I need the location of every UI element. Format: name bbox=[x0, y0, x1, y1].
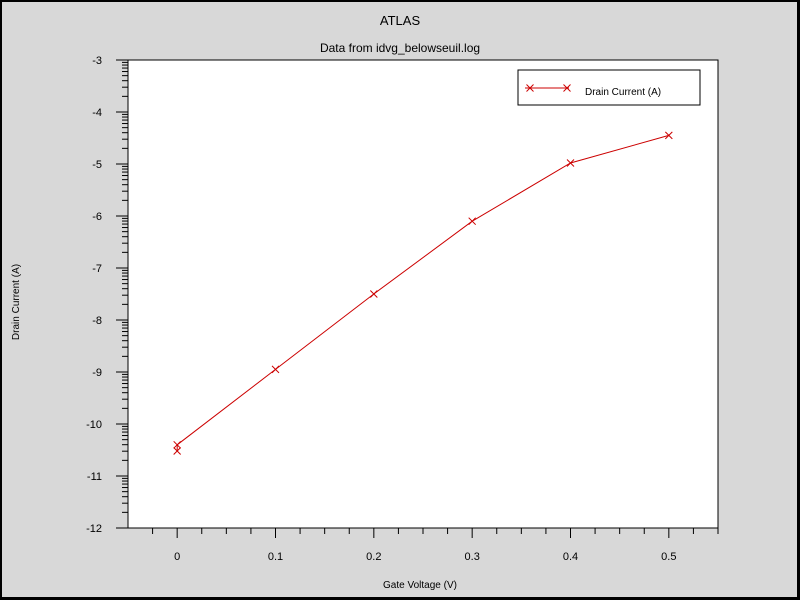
y-tick-label: -3 bbox=[92, 55, 102, 67]
data-point-stroke bbox=[173, 440, 182, 449]
data-point bbox=[664, 131, 673, 140]
y-tick-label: -11 bbox=[87, 471, 102, 483]
y-tick-label: -9 bbox=[92, 367, 102, 379]
y-axis: -3 -4 -5 -6 -7 -8 -9 -10 -11 -12 bbox=[86, 55, 128, 535]
y-tick-label: -4 bbox=[92, 107, 102, 119]
data-point-stroke bbox=[271, 365, 280, 374]
legend: Drain Current (A) bbox=[517, 69, 701, 106]
data-point-stroke bbox=[468, 217, 477, 226]
legend-label: Drain Current (A) bbox=[585, 87, 661, 98]
legend-marker-stroke bbox=[563, 84, 571, 92]
chart-title: ATLAS bbox=[380, 13, 421, 28]
x-axis: 0 0.1 0.2 0.3 0.4 0.5 bbox=[152, 528, 719, 563]
y-tick-label: -12 bbox=[86, 523, 102, 535]
y-tick-label: -6 bbox=[92, 211, 102, 223]
series-layer bbox=[173, 131, 673, 455]
y-axis-label: Drain Current (A) bbox=[11, 264, 22, 340]
y-tick-label: -10 bbox=[86, 419, 102, 431]
x-tick-label: 0.2 bbox=[366, 551, 381, 563]
data-point bbox=[566, 159, 575, 167]
y-tick-label: -5 bbox=[92, 159, 102, 171]
plot-area bbox=[127, 59, 719, 529]
data-point-stroke bbox=[664, 131, 673, 140]
data-point-stroke bbox=[566, 159, 575, 167]
legend-marker-stroke bbox=[526, 84, 534, 92]
x-tick-label: 0.1 bbox=[268, 551, 283, 563]
data-point-stroke bbox=[173, 447, 182, 455]
data-point bbox=[468, 217, 477, 226]
y-tick-label: -7 bbox=[92, 263, 102, 275]
y-tick-label: -8 bbox=[92, 315, 102, 327]
legend-marker bbox=[563, 84, 571, 92]
data-point bbox=[369, 290, 378, 298]
data-point bbox=[173, 447, 182, 455]
legend-marker bbox=[526, 84, 534, 92]
data-point-stroke bbox=[369, 290, 378, 298]
chart-subtitle: Data from idvg_belowseuil.log bbox=[320, 41, 480, 55]
x-tick-label: 0 bbox=[174, 551, 180, 563]
x-axis-label: Gate Voltage (V) bbox=[383, 580, 457, 591]
x-tick-label: 0.3 bbox=[465, 551, 480, 563]
data-point bbox=[271, 365, 280, 374]
legend-markers bbox=[526, 84, 571, 92]
x-tick-label: 0.4 bbox=[563, 551, 578, 563]
x-tick-label: 0.5 bbox=[661, 551, 676, 563]
data-point bbox=[173, 440, 182, 449]
